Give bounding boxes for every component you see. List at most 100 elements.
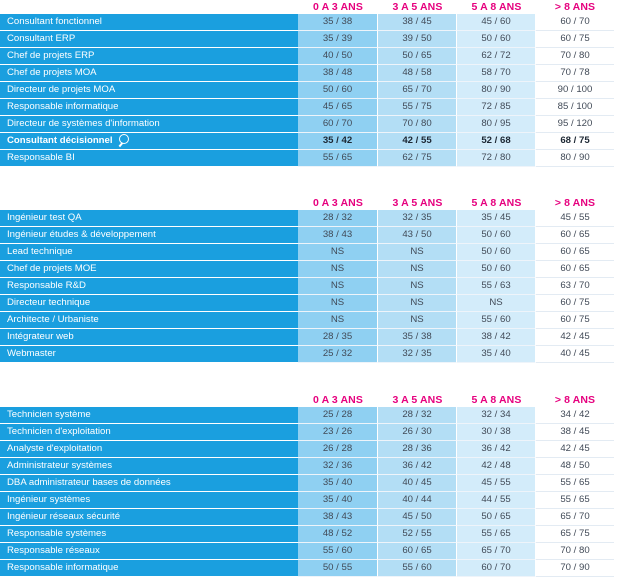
salary-range-cell: NS [298, 312, 378, 329]
job-title-text: Responsable systèmes [7, 528, 107, 539]
column-header: 3 A 5 ANS [392, 394, 443, 406]
job-title-cell: Consultant ERP [0, 31, 298, 48]
job-title-cell: DBA administrateur bases de données [0, 475, 298, 492]
table-row: Ingénieur systèmes 35 / 40 40 / 44 44 / 55 5… [0, 492, 617, 509]
salary-range-cell: 60 / 75 [536, 295, 614, 312]
job-title-cell: Ingénieur études & développement [0, 227, 298, 244]
salary-range-cell: 60 / 65 [378, 543, 457, 560]
job-title-cell: Technicien d'exploitation [0, 424, 298, 441]
job-title-text: Analyste d'exploitation [7, 443, 103, 454]
salary-range-cell: 50 / 55 [298, 560, 378, 577]
salary-range-cell: 25 / 28 [298, 407, 378, 424]
salary-range-cell: 45 / 65 [298, 99, 378, 116]
job-title-text: Technicien d'exploitation [7, 426, 111, 437]
job-title-text: Ingénieur test QA [7, 212, 82, 223]
salary-range-cell: 60 / 65 [536, 244, 614, 261]
salary-range-cell: NS [378, 261, 457, 278]
column-header: 5 A 8 ANS [471, 197, 522, 209]
salary-range-cell: 32 / 35 [378, 346, 457, 363]
job-title-cell: Lead technique [0, 244, 298, 261]
salary-range-cell: 55 / 65 [536, 475, 614, 492]
job-title-text: Responsable R&D [7, 280, 86, 291]
salary-range-cell: 70 / 78 [536, 65, 614, 82]
job-title-text: Administrateur systèmes [7, 460, 113, 471]
salary-range-cell: NS [298, 295, 378, 312]
salary-range-cell: 95 / 120 [536, 116, 614, 133]
job-title-cell: Responsable R&D [0, 278, 298, 295]
table-row: Administrateur systèmes 32 / 36 36 / 42 42 … [0, 458, 617, 475]
table-row: Responsable BI 55 / 65 62 / 75 72 / 80 80 / … [0, 150, 617, 167]
salary-range-cell: 35 / 45 [457, 210, 536, 227]
salary-table-consulting: 0 A 3 ANS 3 A 5 ANS 5 A 8 ANS > 8 ANS Consul… [0, 0, 617, 167]
salary-table-development: 0 A 3 ANS 3 A 5 ANS 5 A 8 ANS > 8 ANS Ingéni… [0, 196, 617, 363]
table-row: Responsable systèmes 48 / 52 52 / 55 55 / 6… [0, 526, 617, 543]
job-title-cell: Technicien système [0, 407, 298, 424]
salary-range-cell: 55 / 75 [378, 99, 457, 116]
table-row: Ingénieur test QA 28 / 32 32 / 35 35 / 45 45… [0, 210, 617, 227]
column-header: 3 A 5 ANS [392, 1, 443, 13]
salary-range-cell: 35 / 39 [298, 31, 378, 48]
salary-range-cell: 65 / 70 [457, 543, 536, 560]
salary-range-cell: 40 / 50 [298, 48, 378, 65]
table-row: Technicien système 25 / 28 28 / 32 32 / 34 3… [0, 407, 617, 424]
salary-range-cell: 60 / 65 [536, 227, 614, 244]
salary-range-cell: 28 / 36 [378, 441, 457, 458]
column-header: 5 A 8 ANS [471, 1, 522, 13]
salary-range-cell: 52 / 68 [457, 133, 536, 150]
salary-range-cell: 80 / 95 [457, 116, 536, 133]
table-row: Ingénieur réseaux sécurité 38 / 43 45 / 50… [0, 509, 617, 526]
salary-range-cell: 52 / 55 [378, 526, 457, 543]
table-row: Responsable informatique 50 / 55 55 / 60 60… [0, 560, 617, 577]
job-title-cell: Administrateur systèmes [0, 458, 298, 475]
salary-range-cell: 38 / 42 [457, 329, 536, 346]
table-row: DBA administrateur bases de données 35 / … [0, 475, 617, 492]
salary-range-cell: 38 / 48 [298, 65, 378, 82]
table-row: Responsable informatique 45 / 65 55 / 75 72… [0, 99, 617, 116]
salary-range-cell: 32 / 34 [457, 407, 536, 424]
job-title-text: Responsable réseaux [7, 545, 100, 556]
table-row: Technicien d'exploitation 23 / 26 26 / 30 3… [0, 424, 617, 441]
job-title-text: Lead technique [7, 246, 73, 257]
column-header: 0 A 3 ANS [313, 197, 363, 209]
job-title-text: Intégrateur web [7, 331, 74, 342]
salary-range-cell: 50 / 60 [457, 227, 536, 244]
salary-range-cell: 72 / 80 [457, 150, 536, 167]
salary-range-cell: 60 / 70 [536, 14, 614, 31]
salary-range-cell: 65 / 70 [536, 509, 614, 526]
salary-range-cell: 85 / 100 [536, 99, 614, 116]
table-row: Consultant décisionnel 35 / 42 42 / 55 52 /… [0, 133, 617, 150]
salary-range-cell: 30 / 38 [457, 424, 536, 441]
salary-range-cell: 55 / 63 [457, 278, 536, 295]
salary-range-cell: 90 / 100 [536, 82, 614, 99]
search-icon[interactable] [118, 134, 129, 144]
salary-range-cell: 48 / 58 [378, 65, 457, 82]
salary-range-cell: NS [378, 278, 457, 295]
salary-range-cell: 45 / 55 [457, 475, 536, 492]
salary-range-cell: 62 / 75 [378, 150, 457, 167]
salary-range-cell: 48 / 52 [298, 526, 378, 543]
job-title-text: DBA administrateur bases de données [7, 477, 171, 488]
salary-range-cell: 45 / 55 [536, 210, 614, 227]
job-title-text: Chef de projets MOA [7, 67, 97, 78]
salary-range-cell: 50 / 60 [457, 31, 536, 48]
salary-range-cell: 60 / 65 [536, 261, 614, 278]
job-title-cell: Architecte / Urbaniste [0, 312, 298, 329]
column-header: 5 A 8 ANS [471, 394, 522, 406]
column-header: 3 A 5 ANS [392, 197, 443, 209]
salary-range-cell: 55 / 65 [457, 526, 536, 543]
job-title-text: Chef de projets MOE [7, 263, 97, 274]
salary-range-cell: 39 / 50 [378, 31, 457, 48]
salary-range-cell: 28 / 32 [298, 210, 378, 227]
salary-range-cell: 42 / 45 [536, 329, 614, 346]
job-title-cell: Consultant décisionnel [0, 133, 298, 150]
table-row: Consultant fonctionnel 35 / 38 38 / 45 45 /… [0, 14, 617, 31]
table-row: Responsable réseaux 55 / 60 60 / 65 65 / 70… [0, 543, 617, 560]
job-title-text: Architecte / Urbaniste [7, 314, 99, 325]
salary-range-cell: 45 / 50 [378, 509, 457, 526]
column-header: > 8 ANS [554, 394, 596, 406]
salary-range-cell: 42 / 45 [536, 441, 614, 458]
salary-range-cell: 26 / 30 [378, 424, 457, 441]
salary-range-cell: 58 / 70 [457, 65, 536, 82]
salary-table-infrastructure: 0 A 3 ANS 3 A 5 ANS 5 A 8 ANS > 8 ANS Techni… [0, 393, 617, 577]
job-title-cell: Chef de projets MOE [0, 261, 298, 278]
